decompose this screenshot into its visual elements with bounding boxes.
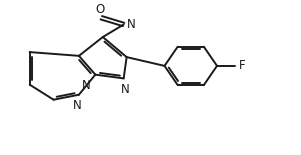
Text: N: N <box>73 99 82 112</box>
Text: N: N <box>121 83 129 96</box>
Text: F: F <box>238 59 245 72</box>
Text: N: N <box>127 18 136 31</box>
Text: O: O <box>95 3 104 16</box>
Text: N: N <box>82 79 91 92</box>
